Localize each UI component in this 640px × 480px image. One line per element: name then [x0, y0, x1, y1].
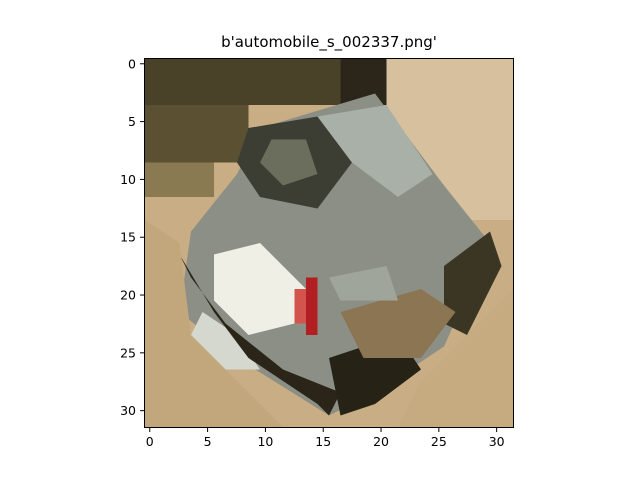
car-outline-right: [444, 231, 502, 335]
car-red-light: [306, 277, 318, 335]
image-region-top-dark: [145, 59, 352, 105]
image-region-bottom-right: [398, 289, 513, 427]
x-tick-label: 30: [489, 434, 505, 449]
car-roof-highlight: [260, 139, 318, 186]
x-tick-label: 25: [431, 434, 447, 449]
y-tick-label: 0: [128, 56, 136, 71]
image-region-left-brown: [145, 162, 214, 197]
car-red-light-edge: [294, 289, 306, 324]
y-tick-label: 25: [120, 345, 136, 360]
x-tick-label: 5: [204, 434, 212, 449]
car-rear-brown: [340, 289, 456, 358]
image-region-left-olive: [145, 105, 249, 163]
y-tick-label: 15: [120, 230, 136, 245]
x-tick-label: 10: [257, 434, 273, 449]
y-tick-label: 10: [120, 172, 136, 187]
image-title: b'automobile_s_002337.png': [221, 33, 437, 51]
x-axis-ticks: 0 5 10 15 20 25 30: [146, 428, 505, 449]
y-tick-label: 5: [128, 114, 136, 129]
image-region-bottom-left: [145, 220, 283, 427]
car-reflection: [329, 266, 398, 301]
car-hood: [317, 105, 433, 197]
image-plot-area: [144, 58, 514, 428]
y-axis-ticks: 0 5 10 15 20 25 30: [120, 56, 144, 418]
pixel-image: [145, 59, 513, 427]
car-light-panel: [191, 312, 260, 370]
car-white-panel: [214, 243, 306, 335]
y-tick-label: 30: [120, 403, 136, 418]
x-tick-label: 15: [315, 434, 331, 449]
x-tick-label: 20: [373, 434, 389, 449]
car-outline-lower-left: [179, 254, 341, 416]
y-tick-label: 20: [120, 288, 136, 303]
x-tick-label: 0: [146, 434, 154, 449]
